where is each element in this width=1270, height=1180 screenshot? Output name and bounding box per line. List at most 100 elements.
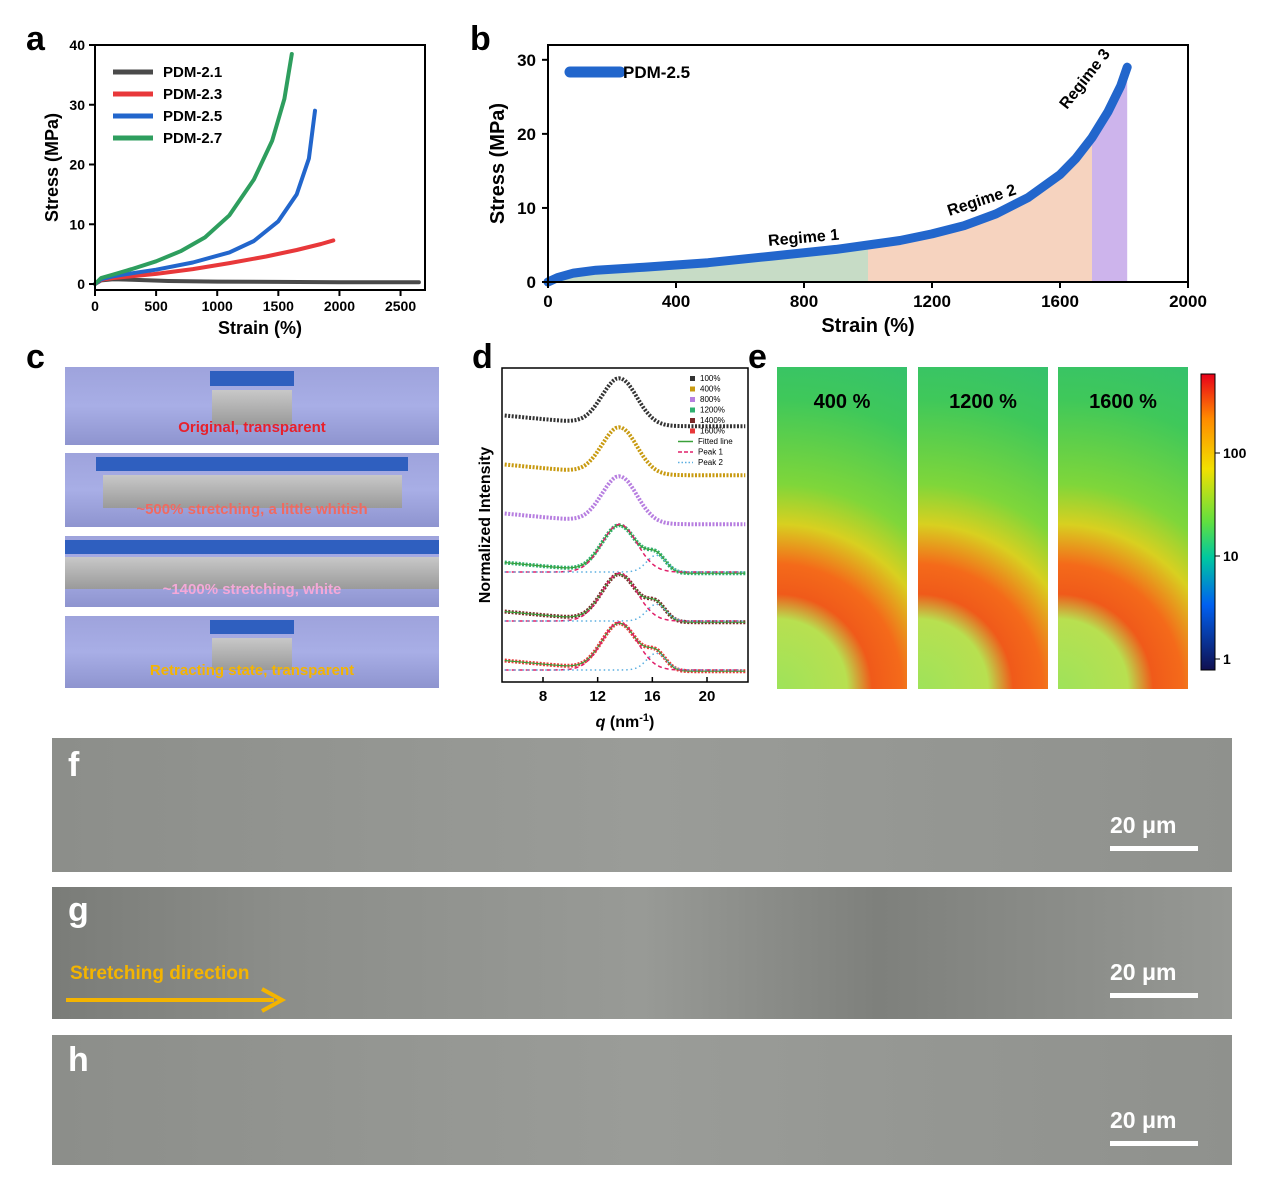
legend-label: PDM-2.3 [163,86,222,103]
series-line-400% [504,425,746,478]
region-Regime 3 [1092,67,1128,282]
panel-label-g: g [68,891,89,929]
intensity-colorbar: 100 10 1 [1200,373,1247,671]
x-tick-label: 8 [539,688,547,705]
photo-caption: Original, transparent [178,419,326,436]
photo-caption: Retracting state, transparent [149,662,355,679]
x-axis-exponent: -1 [639,712,649,724]
peak-2-line [504,603,743,622]
peak-1-line [504,572,743,622]
x-tick-label: 16 [644,688,661,705]
panel-label-a: a [26,20,45,58]
saxs-frame: 1200 % [918,367,1048,689]
peak-1-line [504,523,743,573]
region-label: Regime 3 [1057,46,1114,113]
fitted-line [504,573,746,623]
saxs-frame: 400 % [777,367,907,689]
x-tick-label: 0 [543,292,552,311]
panel-label-f: f [68,746,80,784]
micrograph-g: g Stretching direction 20 μm [52,887,1232,1019]
legend-label: 100% [700,374,720,383]
legend-label: 800% [700,395,720,404]
x-tick-label: 1500 [263,298,294,314]
legend-marker [690,397,695,402]
legend-label: PDM-2.5 [623,63,690,82]
plot-frame [547,44,1189,283]
y-tick-label: 40 [69,37,85,53]
fitted-line [504,524,746,574]
legend-label: PDM-2.5 [163,108,222,125]
x-axis-symbol: q [596,714,606,731]
blue-tape [65,539,439,554]
stretch-photo-2: ~500% stretching, a little whitish [65,453,439,527]
strain-label: 1600 % [1089,391,1157,413]
scalebar-label: 20 μm [1110,959,1177,985]
y-axis-label: Stress (MPa) [487,103,509,224]
photo-caption: ~500% stretching, a little whitish [136,501,368,518]
x-axis-close: ) [649,714,654,731]
x-tick-label: 500 [144,298,168,314]
series-line-PDM-2.1 [93,277,421,286]
legend-label: 1400% [700,416,725,425]
strain-label: 400 % [813,391,871,413]
ruler [65,557,439,590]
series-line-100% [504,376,746,429]
photo-caption: ~1400% stretching, white [162,581,342,598]
stress-strain-chart-b: 0 400 800 1200 1600 2000 0 10 20 30 Strain (%) Stre… [487,44,1207,337]
legend-marker [690,418,695,423]
x-axis-unit: (nm [605,714,639,731]
x-axis-label: Strain (%) [821,315,914,337]
y-axis-label: Normalized Intensity [477,447,494,604]
colorbar-tick-label: 10 [1223,548,1239,564]
ruler [211,390,293,426]
series-line-800% [504,474,746,527]
legend-label: 1200% [700,406,725,415]
peak-1-line [504,621,743,671]
panel-label-d: d [472,338,493,376]
y-tick-label: 20 [69,157,85,173]
legend-marker [690,407,695,413]
stress-strain-chart-a: 0 500 1000 1500 2000 2500 0 10 20 30 40 Strain (%) S… [42,37,426,338]
legend-label: Peak 1 [698,448,723,457]
x-tick-label: 400 [662,292,690,311]
y-tick-label: 30 [517,51,536,70]
ruler [102,475,402,509]
blue-tape [96,456,408,472]
y-tick-label: 0 [527,273,536,292]
scalebar-label: 20 μm [1110,812,1177,838]
scalebar-label: 20 μm [1110,1107,1177,1133]
panel-label-c: c [26,338,45,376]
saxs-frame: 1600 % [1058,367,1188,689]
panel-label-h: h [68,1041,89,1079]
stretch-photo-1: Original, transparent [65,367,439,445]
x-tick-label: 1600 [1041,292,1079,311]
legend-label: PDM-2.7 [163,130,222,147]
blue-tape [210,370,294,387]
x-tick-label: 0 [91,298,99,314]
y-tick-label: 30 [69,97,85,113]
blue-tape [210,619,294,634]
legend-marker [690,376,695,381]
peak-2-line [504,652,743,671]
x-tick-label: 12 [589,688,606,705]
y-axis-label: Stress (MPa) [42,113,62,222]
y-tick-label: 20 [517,125,536,144]
y-tick-label: 0 [77,276,85,292]
region-label: Regime 1 [767,227,839,250]
ruler [211,637,293,670]
legend-marker [690,428,695,434]
x-tick-label: 2000 [1169,292,1207,311]
strain-label: 1200 % [949,391,1017,413]
stretching-direction-label: Stretching direction [70,963,250,984]
plot-frame [501,367,749,683]
x-axis-label: Strain (%) [218,318,302,338]
scalebar [1110,846,1198,851]
series-line-PDM-2.7 [93,52,294,286]
fitted-line [504,622,746,672]
legend-label: PDM-2.1 [163,64,222,81]
colorbar-rect [1200,373,1216,671]
colorbar-tick-label: 100 [1223,445,1247,461]
colorbar-tick-label: 1 [1223,651,1231,667]
series-line-PDM-2.5 [543,62,1132,287]
x-tick-label: 2500 [385,298,416,314]
